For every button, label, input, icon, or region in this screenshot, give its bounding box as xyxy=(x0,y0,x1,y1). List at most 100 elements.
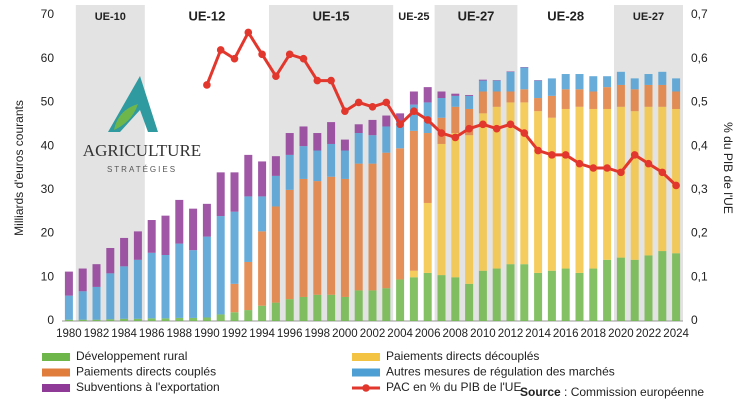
line-marker xyxy=(451,133,460,142)
era-label: UE-27 xyxy=(458,8,495,23)
line-marker xyxy=(327,76,335,85)
x-tick-label: 2010 xyxy=(470,328,496,340)
source-label: Source xyxy=(520,385,561,399)
bar-segment xyxy=(189,250,198,318)
bar-segment xyxy=(368,290,377,321)
bar-segment xyxy=(520,264,529,321)
legend-swatch xyxy=(42,353,70,361)
bar-segment xyxy=(478,79,487,81)
bar-segment xyxy=(396,113,405,123)
bar-segment xyxy=(285,154,294,190)
x-tick-label: 1984 xyxy=(111,328,137,340)
bar-segment xyxy=(258,196,267,232)
bar-segment xyxy=(147,252,156,319)
bar-segment xyxy=(299,296,308,321)
bar-segment xyxy=(409,130,418,271)
bar-segment xyxy=(534,98,543,112)
bar-segment xyxy=(423,133,432,203)
bar-segment xyxy=(409,277,418,321)
line-marker xyxy=(423,116,432,124)
bar-segment xyxy=(64,319,73,321)
bar-segment xyxy=(382,126,391,153)
x-tick-label: 2018 xyxy=(581,328,607,340)
bar-segment xyxy=(327,122,336,144)
bar-segment xyxy=(672,108,681,254)
bar-segment xyxy=(354,133,363,164)
line-marker xyxy=(644,159,653,168)
bar-segment xyxy=(423,87,432,103)
bar-segment xyxy=(492,106,501,269)
x-tick-label: 1990 xyxy=(194,328,220,340)
bar-segment xyxy=(133,259,142,319)
bar-segment xyxy=(147,220,156,253)
bar-segment xyxy=(644,106,653,256)
bar-segment xyxy=(285,133,294,155)
legend-swatch xyxy=(42,368,70,377)
y2-tick-label: 0,4 xyxy=(691,138,708,152)
bar-segment xyxy=(244,310,253,321)
bar-segment xyxy=(603,87,612,109)
bar-segment xyxy=(216,216,225,315)
bar-segment xyxy=(78,268,87,292)
y-tick-label: 0 xyxy=(47,313,54,327)
y2-tick-label: 0,7 xyxy=(691,7,708,21)
bar-segment xyxy=(189,208,198,251)
y2-tick-label: 0,6 xyxy=(691,51,708,65)
line-marker xyxy=(630,151,639,159)
y-axis-title: Milliards d'euros courants xyxy=(12,100,26,236)
bar-segment xyxy=(396,122,405,149)
bar-segment xyxy=(299,146,308,179)
line-marker xyxy=(258,50,266,59)
line-marker xyxy=(589,164,598,172)
logo: AGRICULTURE STRATÉGIES xyxy=(83,76,201,174)
line-marker xyxy=(299,54,308,63)
line-marker xyxy=(203,81,211,89)
x-tick-label: 2004 xyxy=(387,328,413,340)
y-tick-label: 10 xyxy=(41,269,55,283)
bar-segment xyxy=(340,178,349,297)
bar-segment xyxy=(64,271,73,296)
line-marker xyxy=(575,159,584,168)
bar-segment xyxy=(299,178,308,297)
line-marker xyxy=(437,129,446,137)
bar-segment xyxy=(230,172,239,212)
bar-segment xyxy=(451,106,460,134)
bar-segment xyxy=(133,231,142,260)
y-tick-label: 70 xyxy=(41,7,55,21)
bar-segment xyxy=(589,268,598,321)
bar-segment xyxy=(133,318,142,321)
bar-segment xyxy=(313,150,322,182)
line-marker xyxy=(244,28,253,37)
bar-segment xyxy=(630,89,639,112)
bar-segment xyxy=(492,80,501,92)
bar-segment xyxy=(437,275,446,321)
bar-segment xyxy=(189,317,198,321)
x-tick-label: 2022 xyxy=(636,328,662,340)
line-marker xyxy=(506,120,515,129)
bar-segment xyxy=(271,206,280,303)
x-tick-label: 2008 xyxy=(443,328,469,340)
y2-tick-label: 0,2 xyxy=(691,226,708,240)
bar-segment xyxy=(354,290,363,321)
bar-segment xyxy=(575,272,584,321)
line-marker xyxy=(396,120,404,129)
bar-segment xyxy=(271,175,280,207)
x-tick-label: 2000 xyxy=(332,328,358,340)
line-marker xyxy=(410,107,418,115)
bar-segment xyxy=(92,319,101,321)
bar-segment xyxy=(216,314,225,321)
bar-segment xyxy=(506,71,515,92)
line-marker xyxy=(520,129,529,137)
line-marker xyxy=(492,124,501,133)
bar-segment xyxy=(313,294,322,321)
bar-segment xyxy=(506,91,515,103)
line-marker xyxy=(479,120,487,129)
bar-segment xyxy=(423,202,432,273)
x-tick-label: 2016 xyxy=(553,328,579,340)
bar-segment xyxy=(258,305,267,321)
x-tick-label: 1998 xyxy=(305,328,331,340)
bar-segment xyxy=(437,91,446,99)
bar-segment xyxy=(382,115,391,127)
bar-segment xyxy=(230,312,239,321)
bar-segment xyxy=(340,150,349,179)
